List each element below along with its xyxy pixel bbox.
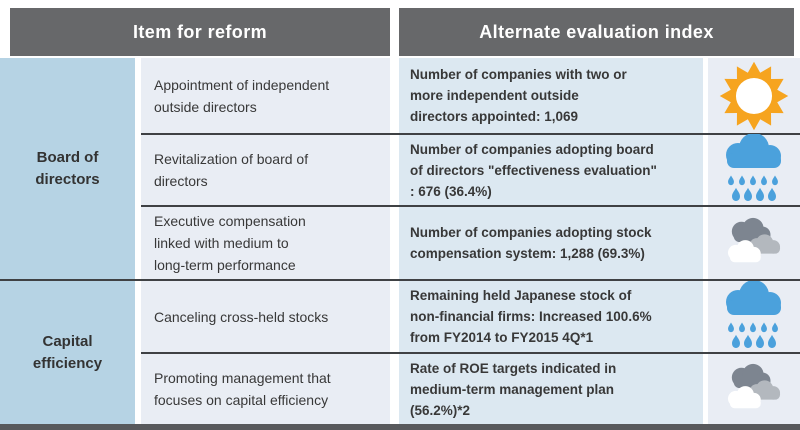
weather-cell-row5 <box>708 354 800 424</box>
item-text-line: directors <box>154 173 208 189</box>
index-text-line: more independent outside <box>410 88 579 103</box>
index-text-line: from FY2014 to FY2015 4Q*1 <box>410 330 594 345</box>
index-cell-stock-compensation: Number of companies adopting stock compe… <box>399 207 703 279</box>
rain-cloud-icon <box>726 280 781 348</box>
category-label-line: Board of <box>36 148 99 166</box>
category-label-line: directors <box>35 170 100 188</box>
index-text-line: (56.2%)*2 <box>410 402 471 418</box>
item-text-line: Executive compensation <box>154 213 306 229</box>
row-divider <box>141 133 800 135</box>
weather-cell-row2 <box>708 134 800 205</box>
weather-cell-row4 <box>708 280 800 352</box>
item-text-line: outside directors <box>154 98 257 115</box>
weather-cell-row3 <box>708 207 800 279</box>
index-cell-cross-held-stock: Remaining held Japanese stock of non-fin… <box>399 281 703 352</box>
index-cell-independent-directors-count: Number of companies with two or more ind… <box>399 58 703 133</box>
row-divider <box>141 205 800 207</box>
row-divider <box>141 352 800 354</box>
index-text-line: compensation system: 1,288 (69.3%) <box>410 246 645 261</box>
index-text-line: of directors "effectiveness evaluation" <box>410 162 657 178</box>
index-text-line: directors appointed: 1,069 <box>410 109 579 124</box>
item-text-line: long-term performance <box>154 257 296 273</box>
header-alternate-evaluation-index: Alternate evaluation index <box>399 8 794 56</box>
index-cell-effectiveness-evaluation: Number of companies adopting board of di… <box>399 135 703 205</box>
index-text-line: : 676 (36.4%) <box>410 183 492 199</box>
index-text-line: Number of companies adopting stock <box>410 225 652 240</box>
item-cell-appointment-outside-directors: Appointment of independent outside direc… <box>141 58 390 133</box>
index-text-line: Remaining held Japanese stock of <box>410 288 632 303</box>
header-item-for-reform: Item for reform <box>10 8 390 56</box>
index-text-line: Rate of ROE targets indicated in <box>410 360 617 376</box>
clouds-icon <box>727 363 781 409</box>
index-text-line: medium-term management plan <box>410 381 615 397</box>
item-text-line: Promoting management that <box>154 370 331 386</box>
item-cell-canceling-cross-held-stocks: Canceling cross-held stocks <box>141 281 390 352</box>
table-body: Board of directors Capital efficiency Ap… <box>0 58 800 424</box>
index-text-line: Number of companies adopting board <box>410 141 654 157</box>
category-label-line: Capital <box>42 332 93 350</box>
category-cell-capital-efficiency: Capital efficiency <box>0 281 135 424</box>
item-cell-executive-compensation: Executive compensation linked with mediu… <box>141 207 390 279</box>
index-cell-roe-targets: Rate of ROE targets indicated in medium-… <box>399 354 703 424</box>
category-cell-board-of-directors: Board of directors <box>0 58 135 279</box>
rain-cloud-icon <box>726 134 781 202</box>
item-text-line: Appointment of independent <box>154 76 330 93</box>
index-text-line: non-financial firms: Increased 100.6% <box>410 309 652 324</box>
item-text-line: Canceling cross-held stocks <box>154 308 329 325</box>
index-text-line: Number of companies with two or <box>410 67 627 82</box>
header-alternate-evaluation-index-label: Alternate evaluation index <box>479 21 714 42</box>
item-text-line: linked with medium to <box>154 235 289 251</box>
item-text-line: focuses on capital efficiency <box>154 392 329 408</box>
item-cell-revitalization-of-board: Revitalization of board of directors <box>141 135 390 205</box>
item-text-line: Revitalization of board of <box>154 151 309 167</box>
item-cell-promoting-capital-efficiency: Promoting management that focuses on cap… <box>141 354 390 424</box>
clouds-icon <box>727 217 781 263</box>
table-bottom-border <box>0 424 800 430</box>
weather-cell-row1 <box>708 58 800 133</box>
header-item-for-reform-label: Item for reform <box>132 21 268 42</box>
sun-icon <box>719 61 789 130</box>
group-divider <box>0 279 800 281</box>
category-label-line: efficiency <box>32 354 103 372</box>
